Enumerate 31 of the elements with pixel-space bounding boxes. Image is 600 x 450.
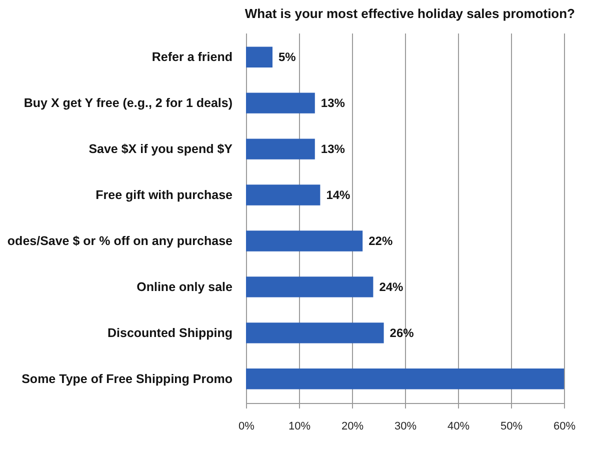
bar: [246, 46, 272, 68]
y-tick-label: Refer a friend: [152, 50, 232, 64]
data-label: 5%: [278, 50, 296, 64]
x-tick-label: 40%: [447, 420, 470, 432]
y-tick-label: Buy X get Y free (e.g., 2 for 1 deals): [24, 96, 232, 110]
x-tick-label: 10%: [288, 420, 311, 432]
y-tick-label: Discounted Shipping: [108, 326, 232, 340]
bar: [246, 92, 315, 114]
data-label: 13%: [320, 142, 346, 156]
x-tick-label: 60%: [553, 420, 576, 432]
bar: [246, 138, 315, 160]
x-tick-label: 50%: [500, 420, 523, 432]
y-tick-label: Some Type of Free Shipping Promo: [22, 372, 233, 386]
bar: [246, 230, 363, 252]
data-label: 13%: [320, 96, 346, 110]
data-label: 14%: [326, 188, 351, 202]
x-tick-label: 20%: [341, 420, 364, 432]
data-label: 22%: [368, 234, 393, 248]
bar: [246, 184, 320, 206]
x-tick-label: 30%: [394, 420, 417, 432]
data-label: 24%: [379, 280, 404, 294]
y-tick-label: Free gift with purchase: [96, 188, 233, 202]
data-label: 26%: [390, 326, 414, 340]
x-tick-label: 0%: [238, 420, 255, 432]
y-tick-label: Save $X if you spend $Y: [88, 142, 234, 156]
bar: [246, 322, 384, 344]
y-tick-label: odes/Save $ or % off on any purchase: [7, 234, 233, 248]
bar: [246, 368, 564, 390]
chart-title: What is your most effective holiday sales promotion?: [244, 6, 576, 21]
y-tick-label: Online only sale: [136, 280, 233, 294]
bar: [246, 276, 374, 298]
